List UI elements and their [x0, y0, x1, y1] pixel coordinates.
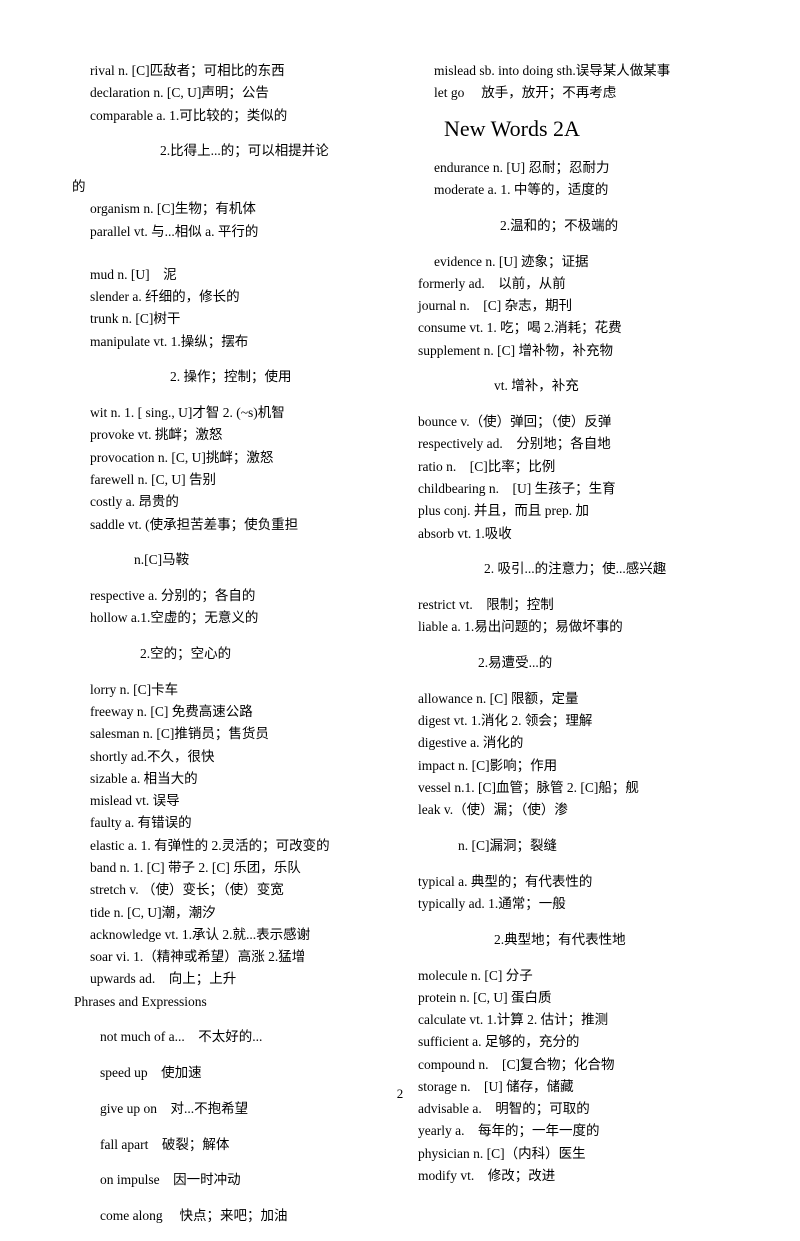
vocab-entry: provoke vt. 挑衅；激怒: [90, 424, 386, 446]
vocab-entry: leak v.（使）漏；（使）渗: [434, 799, 730, 821]
vocab-entry: tide n. [C, U]潮，潮汐: [90, 902, 386, 924]
vocab-entry: supplement n. [C] 增补物，补充物: [434, 340, 730, 362]
phrase-entry: let go 放手，放开；不再考虑: [434, 82, 730, 104]
vocab-entry: hollow a.1.空虚的；无意义的: [90, 607, 386, 629]
vocab-entry: restrict vt. 限制；控制: [434, 594, 730, 616]
vocab-entry: provocation n. [C, U]挑衅；激怒: [90, 447, 386, 469]
vocab-entry: costly a. 昂贵的: [90, 491, 386, 513]
vocab-entry: moderate a. 1. 中等的，适度的: [434, 179, 730, 201]
vocab-entry: comparable a. 1.可比较的；类似的: [90, 105, 386, 127]
vocab-entry: stretch v. （使）变长；（使）变宽: [90, 879, 386, 901]
vocab-sub: 的: [90, 176, 386, 198]
right-column: mislead sb. into doing sth.误导某人做某事 let g…: [434, 60, 730, 1241]
vocab-entry: mud n. [U] 泥: [90, 264, 386, 286]
vocab-entry: freeway n. [C] 免费高速公路: [90, 701, 386, 723]
vocab-entry: calculate vt. 1.计算 2. 估计；推测: [434, 1009, 730, 1031]
phrase-entry: on impulse 因一时冲动: [90, 1169, 386, 1191]
phrase-entry: speed up 使加速: [90, 1062, 386, 1084]
vocab-entry: endurance n. [U] 忍耐；忍耐力: [434, 157, 730, 179]
vocab-sub: vt. 增补，补充: [434, 375, 730, 397]
section-heading: Phrases and Expressions: [90, 991, 386, 1013]
vocab-entry: respective a. 分别的；各自的: [90, 585, 386, 607]
vocab-entry: farewell n. [C, U] 告别: [90, 469, 386, 491]
vocab-entry: elastic a. 1. 有弹性的 2.灵活的；可改变的: [90, 835, 386, 857]
vocab-entry: acknowledge vt. 1.承认 2.就...表示感谢: [90, 924, 386, 946]
left-column: rival n. [C]匹敌者；可相比的东西 declaration n. [C…: [90, 60, 386, 1241]
vocab-entry: parallel vt. 与...相似 a. 平行的: [90, 221, 386, 243]
vocab-entry: band n. 1. [C] 带子 2. [C] 乐团，乐队: [90, 857, 386, 879]
vocab-entry: slender a. 纤细的，修长的: [90, 286, 386, 308]
vocab-entry: impact n. [C]影响；作用: [434, 755, 730, 777]
vocab-entry: faulty a. 有错误的: [90, 812, 386, 834]
vocab-entry: mislead vt. 误导: [90, 790, 386, 812]
vocab-entry: shortly ad.不久，很快: [90, 746, 386, 768]
vocab-sub: 2.易遭受...的: [434, 652, 730, 674]
vocab-entry: vessel n.1. [C]血管；脉管 2. [C]船；舰: [434, 777, 730, 799]
vocab-sub: 2.空的；空心的: [90, 643, 386, 665]
vocab-entry: compound n. [C]复合物；化合物: [434, 1054, 730, 1076]
vocab-entry: plus conj. 并且，而且 prep. 加: [434, 500, 730, 522]
vocab-sub: 2.比得上...的；可以相提并论: [90, 140, 386, 162]
vocab-entry: formerly ad. 以前，从前: [434, 273, 730, 295]
vocab-entry: sufficient a. 足够的，充分的: [434, 1031, 730, 1053]
two-column-layout: rival n. [C]匹敌者；可相比的东西 declaration n. [C…: [90, 60, 730, 1241]
vocab-entry: trunk n. [C]树干: [90, 308, 386, 330]
vocab-entry: ratio n. [C]比率；比例: [434, 456, 730, 478]
vocab-entry: wit n. 1. [ sing., U]才智 2. (~s)机智: [90, 402, 386, 424]
vocab-entry: typically ad. 1.通常；一般: [434, 893, 730, 915]
page-number: 2: [0, 1083, 800, 1104]
phrase-entry: not much of a... 不太好的...: [90, 1026, 386, 1048]
vocab-entry: protein n. [C, U] 蛋白质: [434, 987, 730, 1009]
vocab-sub: n. [C]漏洞；裂缝: [434, 835, 730, 857]
vocab-entry: declaration n. [C, U]声明；公告: [90, 82, 386, 104]
vocab-entry: salesman n. [C]推销员；售货员: [90, 723, 386, 745]
vocab-sub: 2.典型地；有代表性地: [434, 929, 730, 951]
vocab-entry: digestive a. 消化的: [434, 732, 730, 754]
vocab-entry: childbearing n. [U] 生孩子；生育: [434, 478, 730, 500]
blank-line: [90, 243, 386, 264]
vocab-entry: allowance n. [C] 限额，定量: [434, 688, 730, 710]
vocab-entry: absorb vt. 1.吸收: [434, 523, 730, 545]
phrase-entry: come along 快点；来吧；加油: [90, 1205, 386, 1227]
phrase-entry: mislead sb. into doing sth.误导某人做某事: [434, 60, 730, 82]
vocab-sub: n.[C]马鞍: [90, 549, 386, 571]
vocab-entry: saddle vt. (使承担苦差事；使负重担: [90, 514, 386, 536]
vocab-entry: typical a. 典型的；有代表性的: [434, 871, 730, 893]
vocab-entry: lorry n. [C]卡车: [90, 679, 386, 701]
vocab-entry: digest vt. 1.消化 2. 领会；理解: [434, 710, 730, 732]
vocab-entry: liable a. 1.易出问题的；易做坏事的: [434, 616, 730, 638]
vocab-entry: consume vt. 1. 吃；喝 2.消耗；花费: [434, 317, 730, 339]
vocab-entry: journal n. [C] 杂志，期刊: [434, 295, 730, 317]
unit-heading: New Words 2A: [444, 111, 730, 147]
vocab-entry: soar vi. 1.（精神或希望）高涨 2.猛增: [90, 946, 386, 968]
vocab-entry: molecule n. [C] 分子: [434, 965, 730, 987]
vocab-entry: physician n. [C]（内科）医生: [434, 1143, 730, 1165]
vocab-sub: 2.温和的；不极端的: [434, 215, 730, 237]
vocab-sub: 2. 吸引...的注意力；使...感兴趣: [434, 558, 730, 580]
vocab-entry: rival n. [C]匹敌者；可相比的东西: [90, 60, 386, 82]
vocab-entry: manipulate vt. 1.操纵；摆布: [90, 331, 386, 353]
vocab-entry: organism n. [C]生物；有机体: [90, 198, 386, 220]
vocab-entry: sizable a. 相当大的: [90, 768, 386, 790]
phrase-entry: fall apart 破裂；解体: [90, 1134, 386, 1156]
vocab-entry: upwards ad. 向上；上升: [90, 968, 386, 990]
vocab-entry: modify vt. 修改；改进: [434, 1165, 730, 1187]
vocab-entry: bounce v.（使）弹回；（使）反弹: [434, 411, 730, 433]
vocab-sub: 2. 操作；控制；使用: [90, 366, 386, 388]
vocab-entry: evidence n. [U] 迹象；证据: [434, 251, 730, 273]
vocab-entry: respectively ad. 分别地；各自地: [434, 433, 730, 455]
